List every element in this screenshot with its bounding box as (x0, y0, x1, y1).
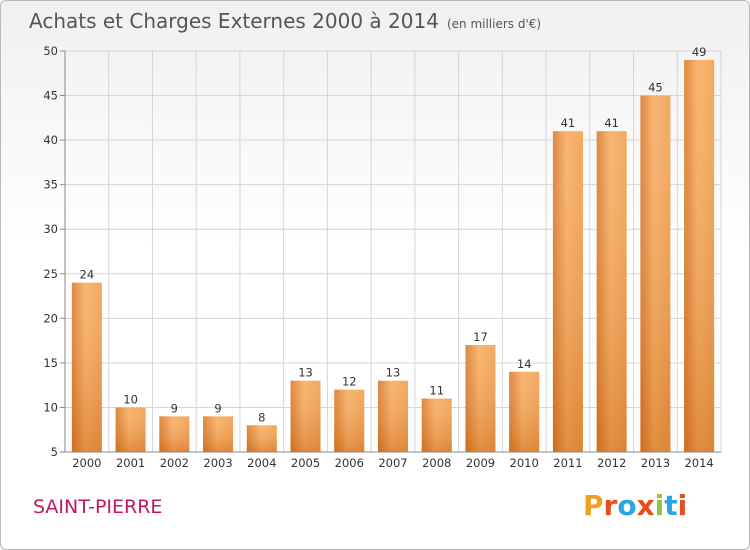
bar-2003: 9 (203, 401, 234, 452)
x-tick-label: 2004 (247, 456, 276, 470)
bar-shade (596, 131, 627, 452)
y-tick-label: 20 (43, 311, 58, 325)
title-text: Achats et Charges Externes 2000 à 2014 (29, 9, 439, 33)
logo-letter: i (677, 489, 688, 522)
bar-value-label: 10 (123, 392, 138, 406)
bar-shade (159, 416, 190, 452)
x-tick-label: 2008 (422, 456, 451, 470)
bar-value-label: 49 (692, 45, 707, 59)
bar-shade (115, 407, 146, 452)
x-tick-label: 2009 (466, 456, 495, 470)
bar-shade (203, 416, 234, 452)
x-tick-label: 2010 (510, 456, 539, 470)
y-tick-label: 45 (43, 89, 58, 103)
y-tick-label: 30 (43, 222, 58, 236)
bar-shade (552, 131, 583, 452)
bar-2011: 41 (552, 116, 583, 452)
x-tick-label: 2001 (116, 456, 145, 470)
x-tick-label: 2013 (641, 456, 670, 470)
bar-value-label: 14 (517, 357, 532, 371)
bar-shade (640, 95, 671, 453)
proxiti-logo[interactable]: Proxiti (583, 489, 687, 522)
bar-value-label: 13 (298, 366, 313, 380)
logo-letter: r (603, 489, 618, 522)
bar-shade (290, 380, 321, 452)
x-tick-label: 2007 (378, 456, 407, 470)
bar-2010: 14 (509, 357, 540, 452)
logo-letter: x (636, 489, 655, 522)
bar-2005: 13 (290, 366, 321, 452)
commune-name: SAINT-PIERRE (33, 496, 163, 518)
bar-value-label: 41 (604, 116, 619, 130)
bar-value-label: 12 (342, 375, 357, 389)
bar-2009: 17 (465, 330, 496, 452)
y-tick-label: 5 (51, 445, 58, 459)
logo-letter: P (583, 489, 604, 522)
bar-shade (465, 345, 496, 452)
bar-2014: 49 (684, 45, 715, 453)
y-tick-label: 35 (43, 178, 58, 192)
bar-value-label: 45 (648, 81, 663, 95)
y-tick-label: 10 (43, 400, 58, 414)
bar-2000: 24 (71, 268, 102, 452)
y-tick-label: 50 (43, 44, 58, 58)
y-tick-label: 40 (43, 133, 58, 147)
bar-value-label: 17 (473, 330, 488, 344)
x-tick-label: 2011 (553, 456, 582, 470)
bar-value-label: 9 (171, 401, 178, 415)
x-tick-label: 2005 (291, 456, 320, 470)
bar-shade (509, 371, 540, 452)
bar-value-label: 9 (214, 401, 221, 415)
bar-value-label: 8 (258, 410, 265, 424)
logo-letter: i (654, 489, 665, 522)
x-tick-label: 2006 (335, 456, 364, 470)
title-unit: (en milliers d'€) (446, 17, 542, 31)
bar-shade (684, 59, 715, 453)
bar-shade (421, 398, 452, 452)
chart-title: Achats et Charges Externes 2000 à 2014 (e… (29, 9, 541, 33)
logo-letter: o (617, 489, 637, 522)
bar-2002: 9 (159, 401, 190, 452)
x-tick-label: 2000 (72, 456, 101, 470)
bar-2012: 41 (596, 116, 627, 452)
bar-value-label: 13 (386, 366, 401, 380)
bar-2008: 11 (421, 384, 452, 452)
bar-value-label: 11 (429, 384, 444, 398)
bar-value-label: 24 (80, 268, 95, 282)
bar-2007: 13 (378, 366, 408, 452)
axes: 5 10 15 20 25 30 35 40 45 50 2000 2001 2002 2003 2004 2… (43, 44, 721, 470)
x-tick-label: 2003 (203, 456, 232, 470)
bar-2006: 12 (334, 375, 365, 452)
bar-2013: 45 (640, 81, 671, 453)
x-tick-label: 2002 (160, 456, 189, 470)
x-tick-label: 2014 (684, 456, 713, 470)
bar-value-label: 41 (561, 116, 576, 130)
bar-shade (71, 282, 102, 452)
bar-shade (246, 425, 277, 452)
y-tick-label: 25 (43, 267, 58, 281)
bars: 24 10 9 9 8 13 12 13 11 17 14 41 41 45 49 (71, 45, 715, 453)
logo-letter: t (664, 489, 678, 522)
bar-2001: 10 (115, 392, 146, 452)
bar-2004: 8 (246, 410, 277, 452)
x-tick-label: 2012 (597, 456, 626, 470)
bar-shade (334, 389, 365, 452)
bar-shade (378, 380, 408, 452)
y-tick-label: 15 (43, 356, 58, 370)
